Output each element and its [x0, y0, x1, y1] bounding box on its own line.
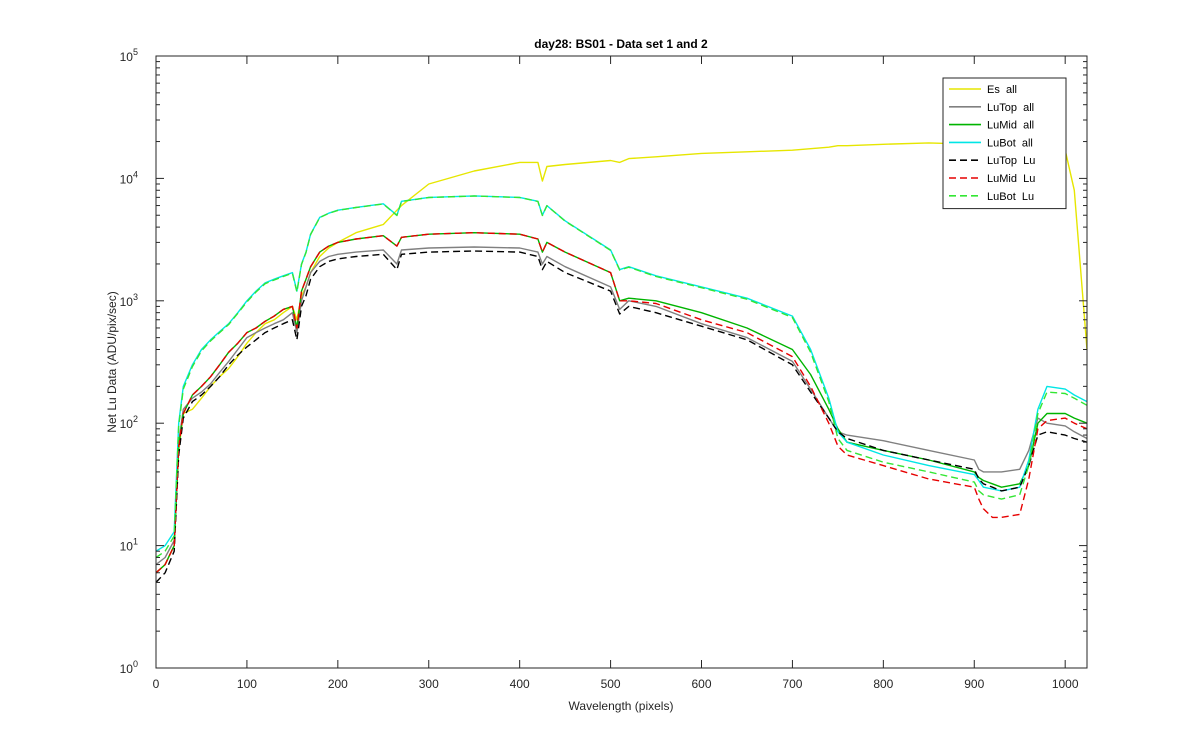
chart-title: day28: BS01 - Data set 1 and 2 — [534, 37, 708, 51]
x-tick-label: 100 — [237, 677, 257, 691]
y-tick-base: 10 — [120, 172, 134, 186]
y-tick-label: 100 — [120, 659, 138, 676]
y-tick-exponent: 4 — [133, 169, 138, 179]
plot-background — [156, 56, 1087, 668]
y-tick-label: 103 — [120, 292, 138, 309]
legend-box — [942, 77, 1067, 210]
x-tick-label: 700 — [782, 677, 802, 691]
plot-frame — [155, 55, 1088, 669]
x-tick-label: 900 — [964, 677, 984, 691]
y-tick-base: 10 — [120, 540, 134, 554]
series-line-6 — [155, 195, 1088, 559]
y-tick-exponent: 1 — [133, 537, 138, 547]
legend-entry: LuMid all — [987, 120, 1034, 132]
y-tick-label: 102 — [120, 414, 138, 431]
legend-entry: LuMid Lu — [987, 173, 1035, 185]
y-tick-exponent: 5 — [133, 47, 138, 57]
legend: Es all LuTop all LuMid all LuBot all LuTop L… — [942, 77, 1067, 210]
series-line-5 — [155, 231, 1088, 574]
x-tick-label: 500 — [601, 677, 621, 691]
x-tick-label: 1000 — [1052, 677, 1079, 691]
legend-entry: LuBot Lu — [987, 191, 1034, 203]
legend-entry: LuTop all — [987, 102, 1034, 114]
y-tick-base: 10 — [120, 50, 134, 64]
y-axis-label: Net Lu Data (ADU/pix/sec) — [105, 291, 119, 432]
x-tick-label: 0 — [153, 677, 160, 691]
y-tick-exponent: 2 — [133, 414, 138, 424]
y-tick-exponent: 0 — [133, 659, 138, 669]
legend-entry: LuBot all — [987, 137, 1033, 149]
y-tick-base: 10 — [120, 295, 134, 309]
x-tick-label: 300 — [419, 677, 439, 691]
y-tick-label: 104 — [120, 169, 138, 186]
x-tick-label: 800 — [873, 677, 893, 691]
x-axis: 0 100 200 300 400 500 600 700 800 900 1000 — [153, 56, 1079, 691]
y-tick-label: 105 — [120, 47, 138, 64]
series-line-1 — [155, 246, 1088, 566]
y-tick-label: 101 — [120, 537, 138, 554]
x-tick-label: 600 — [691, 677, 711, 691]
y-tick-exponent: 3 — [133, 292, 138, 302]
legend-entry: Es all — [987, 84, 1017, 96]
y-tick-base: 10 — [120, 417, 134, 431]
legend-entry: LuTop Lu — [987, 155, 1035, 167]
x-tick-label: 200 — [328, 677, 348, 691]
x-axis-label: Wavelength (pixels) — [569, 699, 674, 713]
y-tick-base: 10 — [120, 662, 134, 676]
x-tick-label: 400 — [510, 677, 530, 691]
